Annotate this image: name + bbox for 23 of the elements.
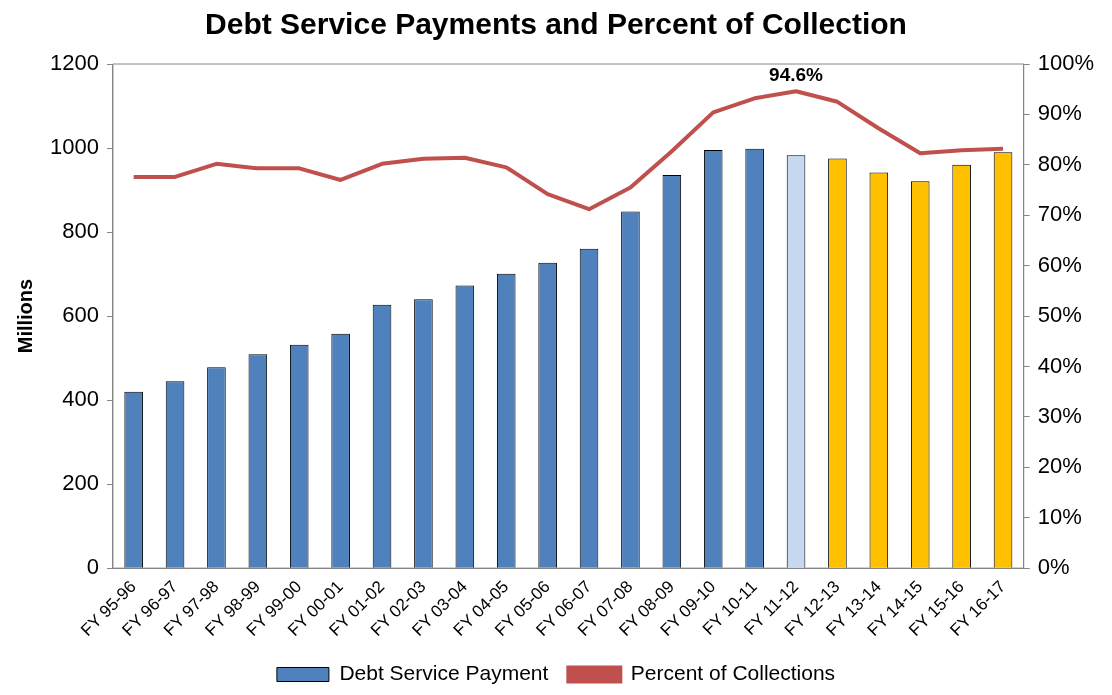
chart-title: Debt Service Payments and Percent of Collection: [205, 7, 907, 41]
y2-tick-label: 80%: [1037, 150, 1082, 176]
y2-tick-label: 70%: [1037, 201, 1082, 227]
y2-tick-label: 100%: [1037, 50, 1095, 76]
y-tick-label: 400: [62, 386, 99, 412]
y2-tick-label: 50%: [1037, 302, 1082, 328]
y2-tick-label: 90%: [1037, 100, 1082, 126]
y2-tick-label: 60%: [1037, 251, 1082, 277]
y2-tick-label: 40%: [1037, 352, 1082, 378]
y-tick-label: 1200: [49, 50, 99, 76]
legend-label: Percent of Collections: [630, 661, 836, 685]
legend-label: Debt Service Payment: [339, 661, 549, 685]
y2-tick-label: 20%: [1037, 453, 1082, 479]
y-tick-label: 600: [62, 302, 99, 328]
annotation: 94.6%: [769, 63, 824, 85]
y2-tick-label: 0%: [1037, 554, 1070, 580]
y2-tick-label: 30%: [1037, 402, 1082, 428]
y-tick-label: 1000: [49, 134, 99, 160]
y-tick-label: 800: [62, 218, 99, 244]
y2-tick-label: 10%: [1037, 503, 1082, 529]
y-axis-title: Millions: [13, 278, 36, 354]
y-tick-label: 0: [86, 554, 99, 580]
y-tick-label: 200: [62, 470, 99, 496]
